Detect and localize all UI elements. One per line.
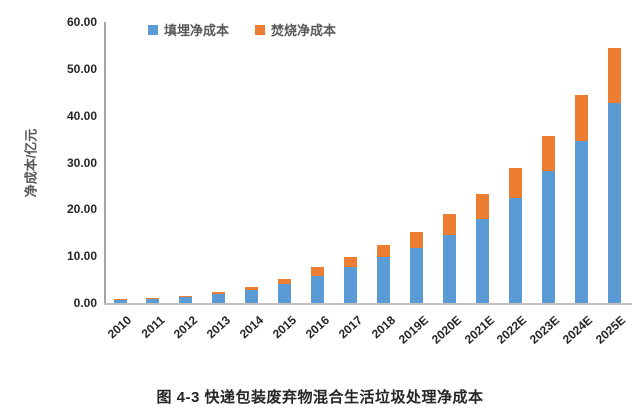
figure-caption: 图 4-3 快递包装废弃物混合生活垃圾处理净成本 [156,389,484,406]
legend-label-landfill: 填埋净成本 [164,23,230,38]
bar-segment-2023E-landfill [541,171,555,303]
bar-segment-2013-landfill [212,294,226,303]
incineration-swatch-icon [255,24,266,35]
x-tick-label-text: 2024E [560,313,596,347]
x-tick-label-text: 2010 [105,313,135,342]
bar-segment-2024E-incineration [574,95,588,141]
legend-label-incineration: 焚烧净成本 [271,23,337,38]
x-tick-label-text: 2022E [494,313,530,347]
bar-segment-2013-incineration [212,292,226,294]
x-tick-label-text: 2020E [428,313,464,347]
bar-segment-2021E-incineration [475,194,489,219]
bar-segment-2014-landfill [245,290,259,303]
bar-segment-2025E-incineration [607,48,621,103]
bar-segment-2018-incineration [377,245,390,257]
bar-segment-2011-incineration [146,298,160,299]
y-axis-line [104,22,106,304]
x-tick-label-text: 2019E [395,313,431,347]
bar-segment-2017-landfill [344,267,357,303]
y-tick-label: 30.00 [66,155,97,170]
landfill-swatch-icon [148,24,158,35]
y-tick-label: 10.00 [66,249,97,264]
y-tick-label: 0.00 [73,296,97,310]
bar-segment-2022E-incineration [508,168,522,198]
legend: 填埋净成本 焚烧净成本 [148,20,336,39]
bar-segment-2019E-landfill [409,248,423,303]
bar-segment-2023E-incineration [541,136,555,171]
bar-segment-2018-landfill [377,257,390,303]
bar-segment-2010-incineration [113,299,127,300]
bar-segment-2020E-landfill [442,235,456,303]
x-tick-label-text: 2014 [236,313,267,342]
bar-segment-2010-landfill [113,300,127,303]
x-tick-label-text: 2016 [302,313,332,342]
x-tick-label-text: 2015 [269,313,300,342]
bar-segment-2025E-landfill [607,103,621,303]
x-axis-line [104,303,632,305]
y-tick-label: 20.00 [66,202,97,217]
bar-segment-2024E-landfill [574,141,588,303]
bar-segment-2021E-landfill [475,219,489,303]
legend-item-incineration: 焚烧净成本 [255,20,336,39]
x-tick-label-text: 2012 [171,313,201,342]
x-tick-label-text: 2023E [527,313,563,347]
bar-segment-2016-landfill [311,276,325,303]
bar-segment-2014-incineration [245,287,259,290]
bar-segment-2019E-incineration [409,232,423,248]
x-tick-label-text: 2021E [461,313,497,347]
bar-segment-2015-incineration [278,279,292,284]
bar-segment-2017-incineration [344,257,357,267]
bar-segment-2020E-incineration [442,214,456,235]
x-tick-label-text: 2018 [368,313,398,342]
bar-segment-2012-landfill [179,297,193,303]
legend-item-landfill: 填埋净成本 [148,20,229,39]
bar-segment-2011-landfill [146,299,160,303]
x-tick-label-text: 2017 [335,313,365,342]
x-tick-label-text: 2011 [138,313,168,341]
bar-segment-2022E-landfill [508,198,522,303]
y-tick-label: 50.00 [66,61,97,76]
bar-segment-2015-landfill [278,284,292,303]
y-tick-label: 40.00 [66,108,97,123]
bar-segment-2012-incineration [179,296,193,297]
x-tick-label-text: 2025E [593,313,629,347]
bar-segment-2016-incineration [311,267,325,276]
x-tick-label-text: 2013 [203,313,234,342]
y-tick-label: 60.00 [66,15,97,29]
